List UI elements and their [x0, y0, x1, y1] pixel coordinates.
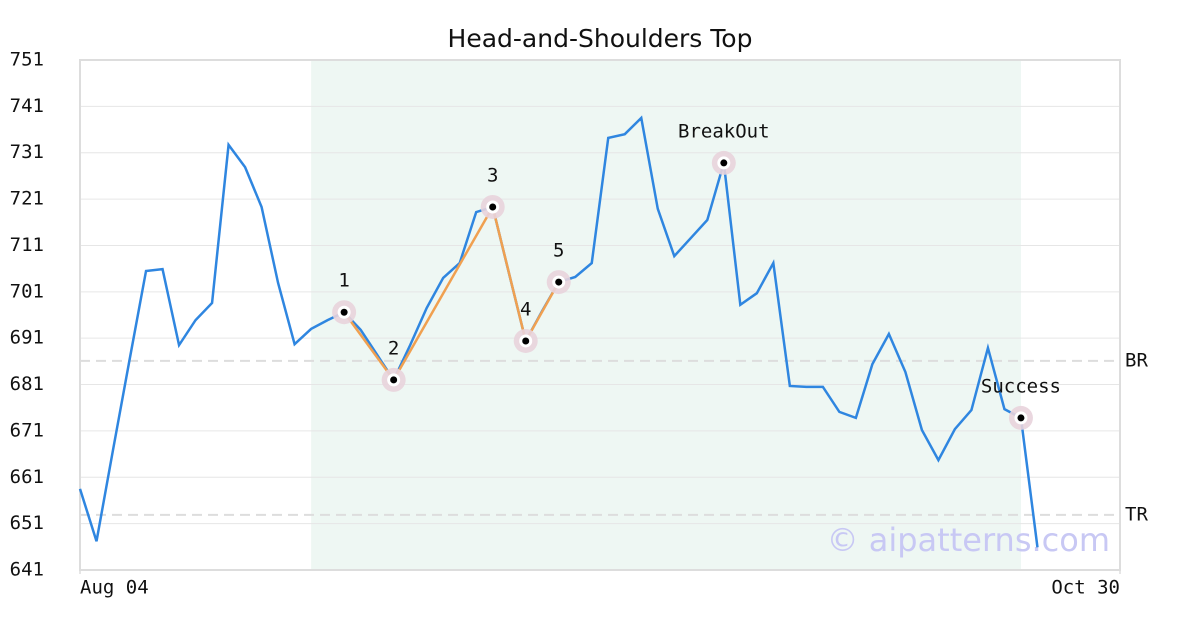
pattern-point-label: 1 — [338, 270, 349, 292]
event-point-dot — [1017, 414, 1025, 422]
pattern-point-dot — [489, 203, 497, 211]
y-tick-label: 751 — [10, 49, 44, 71]
pattern-point-label: 4 — [520, 298, 531, 320]
pattern-point-dot — [522, 337, 530, 345]
chart-title: Head-and-Shoulders Top — [448, 24, 753, 53]
y-tick-label: 681 — [10, 373, 44, 395]
y-tick-label: 721 — [10, 188, 44, 210]
y-tick-label: 691 — [10, 327, 44, 349]
watermark: © aipatterns.com — [827, 521, 1110, 559]
y-tick-label: 711 — [10, 234, 44, 256]
event-point-label: Success — [981, 375, 1061, 397]
highlight-region — [311, 60, 1021, 570]
plot-frame — [79, 59, 1121, 571]
level-label: BR — [1125, 349, 1148, 371]
pattern-point-dot — [340, 308, 348, 316]
pattern-point-label: 2 — [388, 337, 399, 359]
y-tick-label: 701 — [10, 280, 44, 302]
x-tick-label: Aug 04 — [80, 577, 149, 599]
pattern-point-label: 5 — [553, 240, 564, 262]
y-tick-label: 651 — [10, 512, 44, 534]
y-tick-label: 731 — [10, 141, 44, 163]
y-tick-label: 741 — [10, 95, 44, 117]
pattern-point-label: 3 — [487, 164, 498, 186]
y-tick-label: 661 — [10, 466, 44, 488]
x-tick-label: Oct 30 — [1051, 577, 1120, 599]
y-tick-label: 671 — [10, 419, 44, 441]
event-point-dot — [720, 159, 728, 167]
y-tick-label: 641 — [10, 559, 44, 581]
level-label: TR — [1125, 503, 1148, 525]
pattern-point-dot — [555, 278, 563, 286]
pattern-point-dot — [390, 376, 398, 384]
event-point-label: BreakOut — [678, 120, 770, 142]
